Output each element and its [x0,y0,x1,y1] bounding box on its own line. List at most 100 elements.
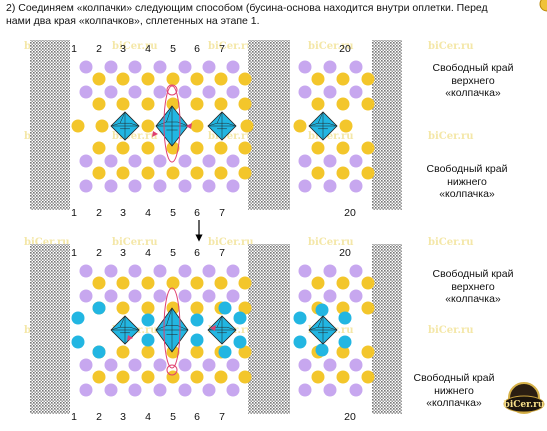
watermark-text: biCer.ru [428,237,473,248]
bead [311,370,325,384]
watermark-text: biCer.ru [208,41,253,52]
bead [238,166,252,180]
label-line: нижнего [447,175,487,188]
bead [178,264,192,278]
bead [202,358,216,372]
column-number-top: 1 [71,247,77,259]
bead [92,72,106,86]
crystal-bead [308,315,338,345]
thread-end [166,364,178,376]
bead [190,313,204,327]
bead [153,60,167,74]
hatched-edge-left [30,244,70,414]
bead [116,276,130,290]
column-number-bottom: 3 [120,207,126,219]
column-number-top: 2 [96,247,102,259]
watermark-text: biCer.ru [428,41,473,52]
bead [238,370,252,384]
bead [226,289,240,303]
label-line: Свободный край [413,372,495,384]
bead [361,97,375,111]
column-number-bottom: 4 [145,411,151,423]
column-number-top: 20 [339,247,351,259]
logo-swoosh [503,395,545,413]
bead [202,179,216,193]
bead [336,141,350,155]
bead [116,141,130,155]
column-number-bottom: 1 [71,207,77,219]
bead [226,85,240,99]
watermark-text: biCer.ru [308,41,353,52]
bead [336,370,350,384]
bead [153,179,167,193]
bead [128,60,142,74]
bead [178,383,192,397]
bead [178,154,192,168]
bead [153,358,167,372]
label-line: Свободный край [426,163,508,175]
bead [166,97,180,111]
bead [79,179,93,193]
watermark-text: biCer.ru [208,131,253,142]
bead [323,85,337,99]
column-number-bottom: 20 [344,207,356,219]
crystal-bead [155,307,189,353]
bead [338,311,352,325]
bead [336,345,350,359]
site-logo: biCer.ru [503,382,545,414]
bead [104,383,118,397]
column-number-bottom: 3 [120,411,126,423]
bead [298,154,312,168]
bead [116,72,130,86]
bead [79,85,93,99]
bead [202,264,216,278]
watermark-text: biCer.ru [24,237,69,248]
bead [166,141,180,155]
bead [166,276,180,290]
bead [238,276,252,290]
column-number-bottom: 7 [219,207,225,219]
bead [202,154,216,168]
hatched-edge-right [372,40,402,210]
bead [104,179,118,193]
bead [92,276,106,290]
bead [311,72,325,86]
crystal-facets [155,307,189,352]
label-line: Свободный край [432,62,514,74]
bead [315,303,329,317]
column-number-top: 4 [145,247,151,259]
bead [361,345,375,359]
watermark-text: biCer.ru [112,41,157,52]
bead [153,264,167,278]
column-number-bottom: 2 [96,411,102,423]
bead [79,60,93,74]
bead [298,60,312,74]
bead [238,72,252,86]
bead [178,289,192,303]
thread-arrow [152,131,158,137]
crystal-bead [308,111,338,141]
bead [361,141,375,155]
bead [92,141,106,155]
bead [71,335,85,349]
bead [190,333,204,347]
bead [128,179,142,193]
bead [238,345,252,359]
crystal-bead [155,105,189,147]
bead [226,264,240,278]
bead [311,141,325,155]
watermark-text: biCer.ru [208,237,253,248]
bead [349,289,363,303]
column-number-top: 5 [170,43,176,55]
bead [214,166,228,180]
panel-before: 1 2 3 4 5 6 7 20 1 2 3 4 5 6 7 20 [30,40,402,219]
thread-arrow [210,325,216,331]
bead [233,311,247,325]
bead [166,370,180,384]
column-number-top: 20 [339,43,351,55]
bead [128,358,142,372]
bead [141,301,155,315]
watermark-text: biCer.ru [112,131,157,142]
column-number-bottom: 7 [219,411,225,423]
bead [79,383,93,397]
